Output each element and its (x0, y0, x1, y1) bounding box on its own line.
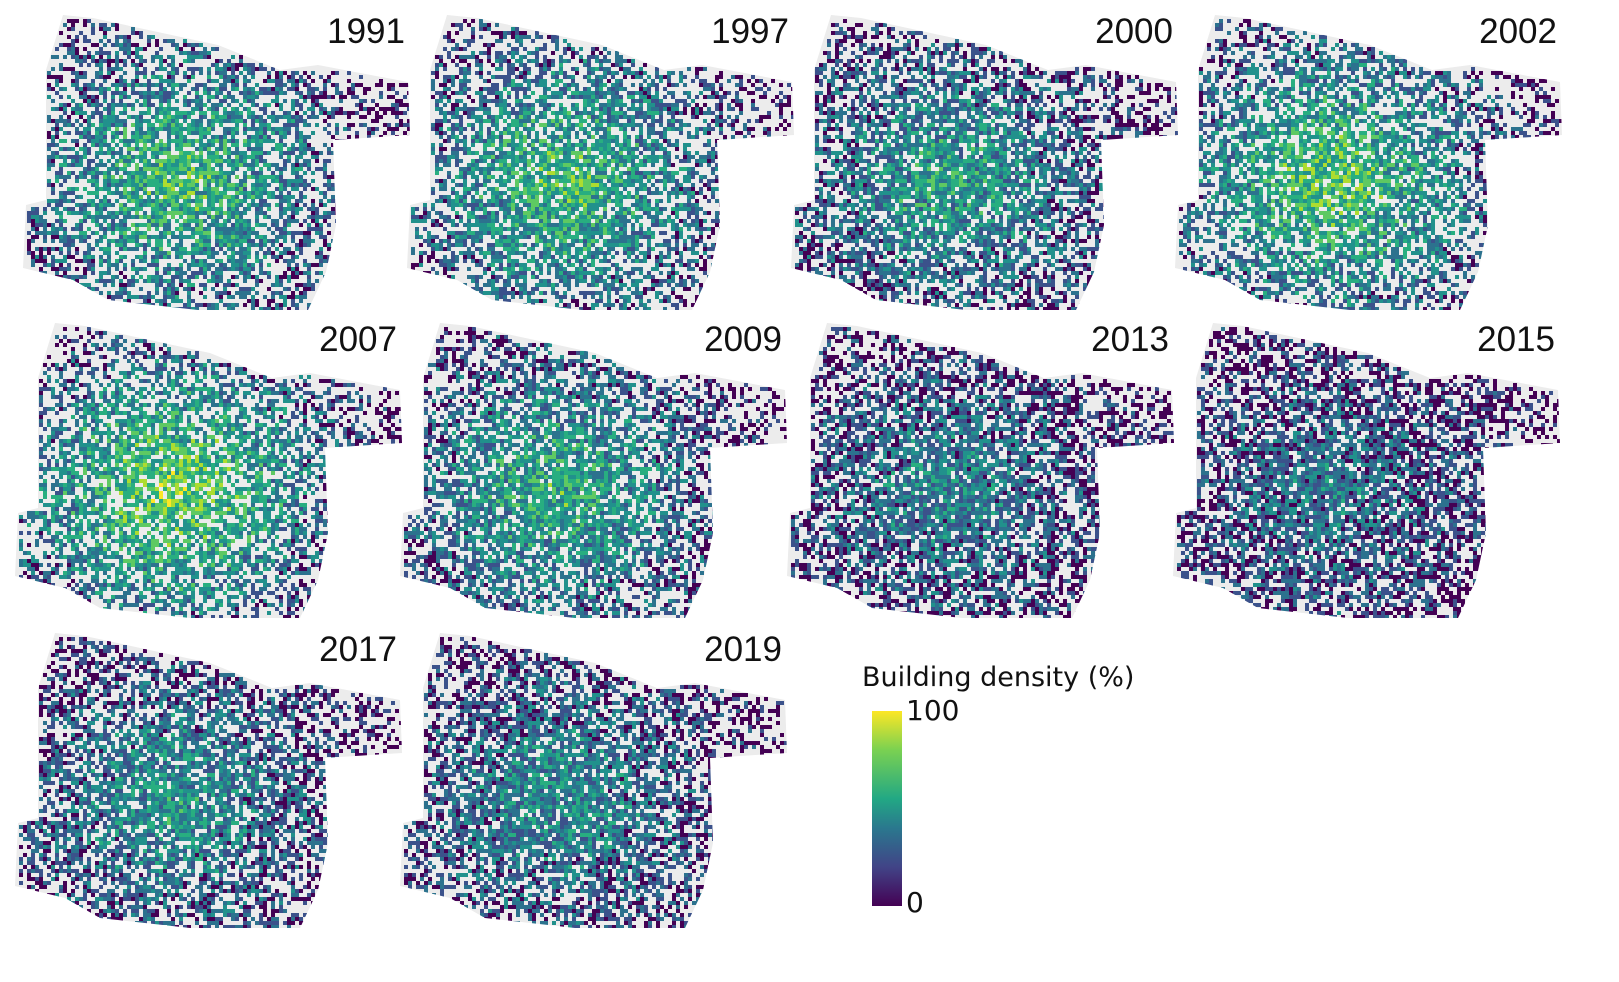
density-map (15, 633, 402, 928)
density-cells (791, 327, 1174, 618)
density-map (400, 323, 787, 618)
map-panel-1991: 1991 (18, 10, 413, 325)
map-panel-2013: 2013 (782, 318, 1177, 633)
legend-title: Building density (%) (862, 662, 1134, 693)
year-label: 2002 (1479, 12, 1557, 52)
density-map (15, 323, 402, 618)
year-label: 1997 (711, 12, 789, 52)
map-panel-2019: 2019 (395, 628, 790, 943)
colorbar (872, 711, 902, 906)
map-panel-2007: 2007 (10, 318, 405, 633)
map-panel-2017: 2017 (10, 628, 405, 943)
year-label: 2000 (1095, 12, 1173, 52)
density-cells (795, 19, 1178, 310)
year-label: 2019 (704, 630, 782, 670)
legend-max-label: 100 (906, 694, 959, 727)
density-cells (19, 637, 402, 928)
year-label: 2007 (319, 320, 397, 360)
density-map (1173, 323, 1560, 618)
legend-min-label: 0 (906, 886, 924, 919)
map-panel-2000: 2000 (786, 10, 1181, 325)
density-cells (411, 19, 794, 310)
density-cells (404, 327, 787, 618)
map-panel-2015: 2015 (1168, 318, 1563, 633)
map-panel-1997: 1997 (402, 10, 797, 325)
density-cells (1179, 19, 1562, 310)
colorbar-legend: Building density (%) 100 0 (862, 662, 1182, 922)
density-map (1175, 15, 1562, 310)
density-cells (27, 19, 410, 310)
year-label: 2017 (319, 630, 397, 670)
year-label: 2015 (1477, 320, 1555, 360)
density-map (400, 633, 787, 928)
density-map (791, 15, 1178, 310)
year-label: 2013 (1091, 320, 1169, 360)
year-label: 1991 (327, 12, 405, 52)
map-panel-2002: 2002 (1170, 10, 1565, 325)
density-map (407, 15, 794, 310)
density-map (787, 323, 1174, 618)
density-map (23, 15, 410, 310)
map-panel-2009: 2009 (395, 318, 790, 633)
density-cells (1177, 327, 1560, 618)
year-label: 2009 (704, 320, 782, 360)
density-cells (404, 637, 787, 928)
